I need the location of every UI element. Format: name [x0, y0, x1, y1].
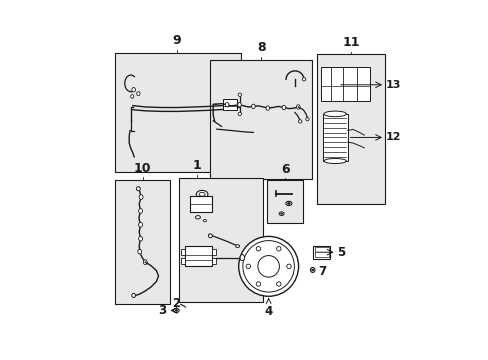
Bar	[211, 258, 215, 264]
Bar	[184, 246, 212, 266]
Ellipse shape	[279, 212, 284, 216]
Text: 7: 7	[318, 265, 326, 278]
Ellipse shape	[240, 255, 244, 261]
Ellipse shape	[138, 208, 142, 213]
Bar	[322, 114, 347, 161]
Text: 8: 8	[256, 41, 265, 54]
Ellipse shape	[276, 247, 281, 251]
Bar	[317, 54, 384, 204]
Ellipse shape	[175, 310, 177, 311]
Ellipse shape	[136, 187, 140, 191]
Text: 9: 9	[172, 34, 181, 48]
Text: 3: 3	[158, 304, 166, 317]
Ellipse shape	[245, 264, 250, 269]
Ellipse shape	[195, 216, 200, 219]
Bar	[178, 177, 263, 302]
Ellipse shape	[256, 247, 260, 251]
Bar	[313, 246, 329, 259]
Ellipse shape	[225, 103, 228, 107]
Ellipse shape	[208, 234, 212, 238]
Ellipse shape	[203, 220, 206, 222]
Ellipse shape	[286, 264, 291, 269]
Text: 13: 13	[385, 80, 401, 90]
Ellipse shape	[143, 260, 147, 265]
Text: 2: 2	[172, 297, 180, 310]
Text: 10: 10	[134, 162, 151, 175]
Ellipse shape	[238, 93, 241, 96]
Ellipse shape	[310, 267, 314, 273]
Text: 11: 11	[342, 36, 359, 49]
Ellipse shape	[199, 192, 205, 196]
Bar	[115, 180, 170, 304]
Bar	[210, 60, 311, 179]
Circle shape	[243, 240, 294, 292]
Ellipse shape	[282, 105, 285, 110]
Bar	[189, 195, 211, 212]
Ellipse shape	[132, 293, 135, 297]
Bar	[267, 180, 303, 223]
Ellipse shape	[138, 236, 142, 241]
Ellipse shape	[265, 106, 269, 110]
Bar	[314, 247, 328, 257]
Ellipse shape	[235, 245, 239, 247]
Ellipse shape	[173, 309, 179, 312]
Text: 6: 6	[281, 163, 289, 176]
Ellipse shape	[276, 282, 281, 286]
Ellipse shape	[132, 87, 135, 92]
Ellipse shape	[285, 201, 291, 206]
Ellipse shape	[298, 120, 301, 123]
Text: 1: 1	[192, 159, 201, 172]
Ellipse shape	[139, 195, 143, 199]
Text: 12: 12	[385, 132, 401, 143]
Ellipse shape	[237, 103, 241, 107]
Ellipse shape	[138, 249, 142, 254]
Ellipse shape	[311, 269, 313, 271]
Ellipse shape	[323, 158, 346, 163]
Bar	[223, 99, 236, 110]
Ellipse shape	[130, 95, 134, 98]
Ellipse shape	[302, 77, 305, 81]
Ellipse shape	[196, 190, 207, 198]
Bar	[115, 53, 241, 172]
Ellipse shape	[251, 104, 255, 109]
Ellipse shape	[323, 111, 346, 117]
Ellipse shape	[256, 282, 260, 286]
Bar	[181, 249, 185, 255]
Circle shape	[257, 256, 279, 277]
Circle shape	[238, 237, 298, 296]
Ellipse shape	[137, 92, 140, 96]
Ellipse shape	[280, 213, 282, 214]
Ellipse shape	[138, 222, 142, 227]
Text: 5: 5	[337, 246, 345, 259]
Text: 4: 4	[264, 299, 272, 318]
Ellipse shape	[296, 105, 300, 109]
Bar	[181, 258, 185, 264]
Bar	[211, 249, 215, 255]
Ellipse shape	[287, 203, 289, 204]
Bar	[321, 67, 369, 102]
Ellipse shape	[305, 117, 308, 121]
Ellipse shape	[238, 112, 241, 116]
